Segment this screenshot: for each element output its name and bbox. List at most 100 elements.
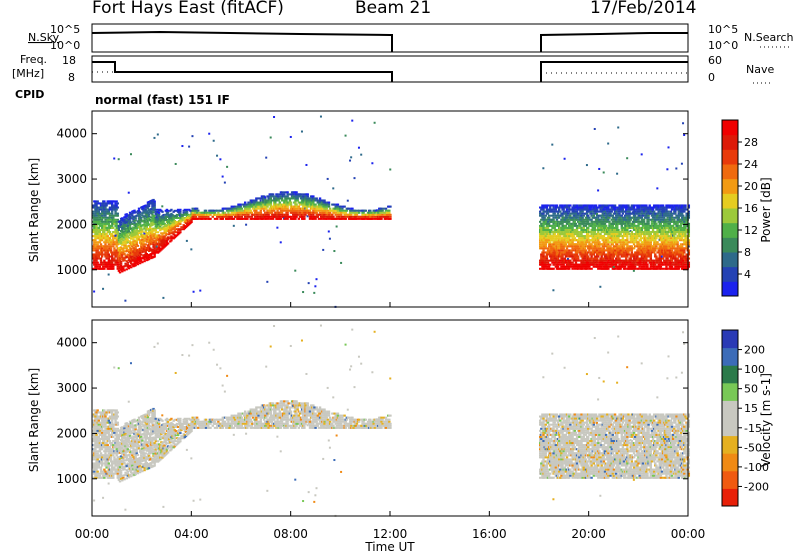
heatmap-cell: [632, 247, 636, 250]
heatmap-cell: [105, 233, 108, 236]
heatmap-cell: [540, 253, 543, 256]
heatmap-speck: [153, 136, 156, 139]
heatmap-cell: [109, 249, 113, 252]
heatmap-cell: [580, 247, 583, 250]
heatmap-cell: [602, 247, 606, 250]
heatmap-cell: [623, 222, 627, 225]
heatmap-cell: [594, 247, 598, 250]
heatmap-cell: [645, 214, 648, 217]
heatmap-cell: [98, 202, 102, 205]
heatmap-speck: [585, 164, 588, 167]
heatmap-cell: [135, 241, 138, 244]
heatmap-cell: [544, 263, 547, 266]
heatmap-cell: [134, 225, 137, 228]
heatmap-cell: [625, 241, 628, 244]
heatmap-cell: [612, 216, 616, 219]
heatmap-cell: [546, 212, 550, 215]
heatmap-cell: [317, 209, 321, 212]
heatmap-cell: [152, 243, 155, 246]
heatmap-cell: [587, 255, 590, 258]
heatmap-cell: [612, 259, 616, 262]
heatmap-cell: [124, 227, 127, 231]
heatmap-cell: [641, 253, 645, 256]
heatmap-cell: [604, 259, 608, 262]
heatmap-cell: [97, 210, 100, 213]
heatmap-cell: [124, 262, 127, 265]
heatmap-cell: [590, 206, 593, 209]
heatmap-cell: [122, 239, 125, 242]
heatmap-cell: [645, 255, 648, 258]
heatmap-cell: [96, 228, 99, 232]
heatmap-cell: [286, 217, 289, 220]
heatmap-cell: [587, 220, 590, 223]
heatmap-cell: [147, 233, 151, 236]
heatmap-cell: [103, 200, 106, 203]
heatmap-cell: [555, 243, 559, 246]
heatmap-cell: [227, 209, 230, 212]
heatmap-cell: [355, 213, 359, 216]
heatmap-cell: [134, 264, 137, 267]
heatmap-cell: [373, 215, 377, 218]
heatmap-cell: [185, 216, 189, 219]
heatmap-cell: [246, 217, 249, 220]
heatmap-cell: [650, 220, 654, 223]
heatmap-cell: [566, 231, 570, 234]
heatmap-cell: [649, 210, 653, 213]
heatmap-cell: [105, 241, 108, 244]
heatmap-cell: [582, 259, 585, 262]
heatmap-cell: [134, 211, 137, 214]
heatmap-cell: [137, 238, 141, 241]
heatmap-cell: [118, 248, 122, 251]
heatmap-cell: [157, 213, 161, 216]
heatmap-cell: [354, 215, 358, 218]
heatmap-cell: [147, 256, 151, 259]
heatmap-cell: [116, 261, 119, 264]
heatmap-cell: [94, 253, 97, 256]
heatmap-cell: [545, 255, 549, 258]
heatmap-cell: [630, 226, 634, 229]
heatmap-cell: [242, 203, 246, 206]
heatmap-cell: [626, 255, 629, 258]
heatmap-cell: [302, 201, 305, 204]
heatmap-cell: [106, 235, 109, 238]
heatmap-cell: [638, 243, 641, 246]
heatmap-cell: [154, 231, 157, 234]
heatmap-cell: [646, 233, 649, 236]
heatmap-cell: [608, 204, 611, 207]
heatmap-cell: [114, 218, 117, 221]
heatmap-cell: [350, 209, 353, 212]
heatmap-cell: [388, 209, 391, 212]
heatmap-cell: [597, 267, 600, 270]
heatmap-cell: [590, 247, 593, 250]
heatmap-cell: [638, 233, 641, 236]
heatmap-cell: [633, 265, 637, 268]
heatmap-cell: [588, 249, 591, 252]
heatmap-cell: [638, 265, 641, 268]
heatmap-cell: [602, 214, 606, 217]
heatmap-cell: [595, 257, 599, 260]
heatmap-cell: [211, 215, 214, 218]
heatmap-cell: [99, 257, 103, 260]
heatmap-speck: [161, 205, 164, 208]
heatmap-cell: [568, 222, 571, 225]
heatmap-cell: [578, 226, 581, 229]
heatmap-cell: [655, 237, 658, 240]
heatmap-cell: [152, 227, 155, 230]
heatmap-cell: [652, 265, 656, 268]
heatmap-cell: [585, 253, 589, 256]
heatmap-cell: [298, 203, 302, 206]
heatmap-cell: [140, 233, 143, 236]
heatmap-cell: [133, 230, 136, 233]
heatmap-speck: [102, 287, 105, 290]
heatmap-cell: [574, 206, 578, 209]
heatmap-cell: [607, 206, 610, 209]
heatmap-cell: [127, 250, 131, 254]
heatmap-cell: [607, 267, 610, 270]
heatmap-cell: [239, 209, 242, 212]
heatmap-cell: [134, 235, 137, 238]
heatmap-cell: [274, 195, 277, 198]
heatmap-cell: [593, 226, 597, 229]
heatmap-cell: [590, 243, 593, 246]
heatmap-cell: [147, 223, 151, 226]
heatmap-cell: [545, 257, 549, 260]
